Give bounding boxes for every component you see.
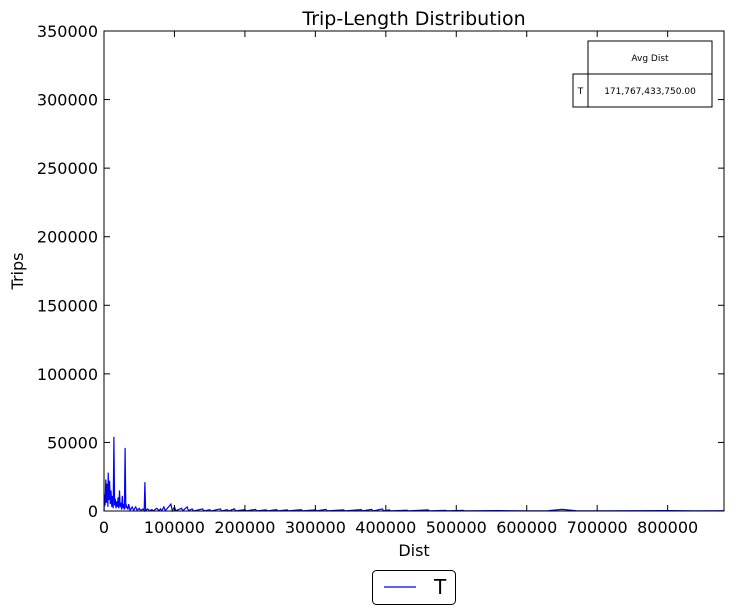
y-tick-label: 200000 [37, 228, 98, 247]
avg-dist-table: Avg Dist T 171,767,433,750.00 [572, 40, 713, 108]
x-tick-label: 700000 [567, 518, 628, 537]
table-col-header-cell [587, 40, 713, 75]
y-tick-label: 350000 [37, 22, 98, 41]
plot-area [103, 436, 725, 513]
legend: T [372, 570, 456, 605]
x-tick-label: 100000 [144, 518, 205, 537]
plot-frame [103, 30, 725, 512]
table-value: 171,767,433,750.00 [604, 87, 696, 97]
y-tick-label: 0 [88, 502, 98, 521]
table-value-cell [587, 73, 713, 108]
legend-label-T: T [433, 575, 447, 599]
x-tick-label: 0 [99, 518, 109, 537]
y-axis-title: Trips [8, 253, 27, 291]
x-tick-label: 300000 [285, 518, 346, 537]
table-row-header: T [577, 87, 584, 97]
x-tick-label: 400000 [355, 518, 416, 537]
y-axis: 0 50000 100000 150000 200000 250000 300000 3500… [37, 22, 724, 521]
x-tick-label: 600000 [496, 518, 557, 537]
x-tick-label: 200000 [214, 518, 275, 537]
y-tick-label: 100000 [37, 365, 98, 384]
x-tick-label: 800000 [637, 518, 698, 537]
y-tick-label: 50000 [47, 433, 98, 452]
x-axis-title: Dist [398, 541, 429, 560]
x-tick-label: 500000 [426, 518, 487, 537]
y-tick-label: 250000 [37, 159, 98, 178]
y-tick-label: 300000 [37, 91, 98, 110]
series-line-T [103, 436, 725, 513]
table-col-header: Avg Dist [631, 54, 669, 64]
x-axis: 0 100000 200000 300000 400000 500000 600000 700… [99, 31, 698, 537]
chart-title: Trip-Length Distribution [301, 8, 525, 30]
y-tick-label: 150000 [37, 296, 98, 315]
